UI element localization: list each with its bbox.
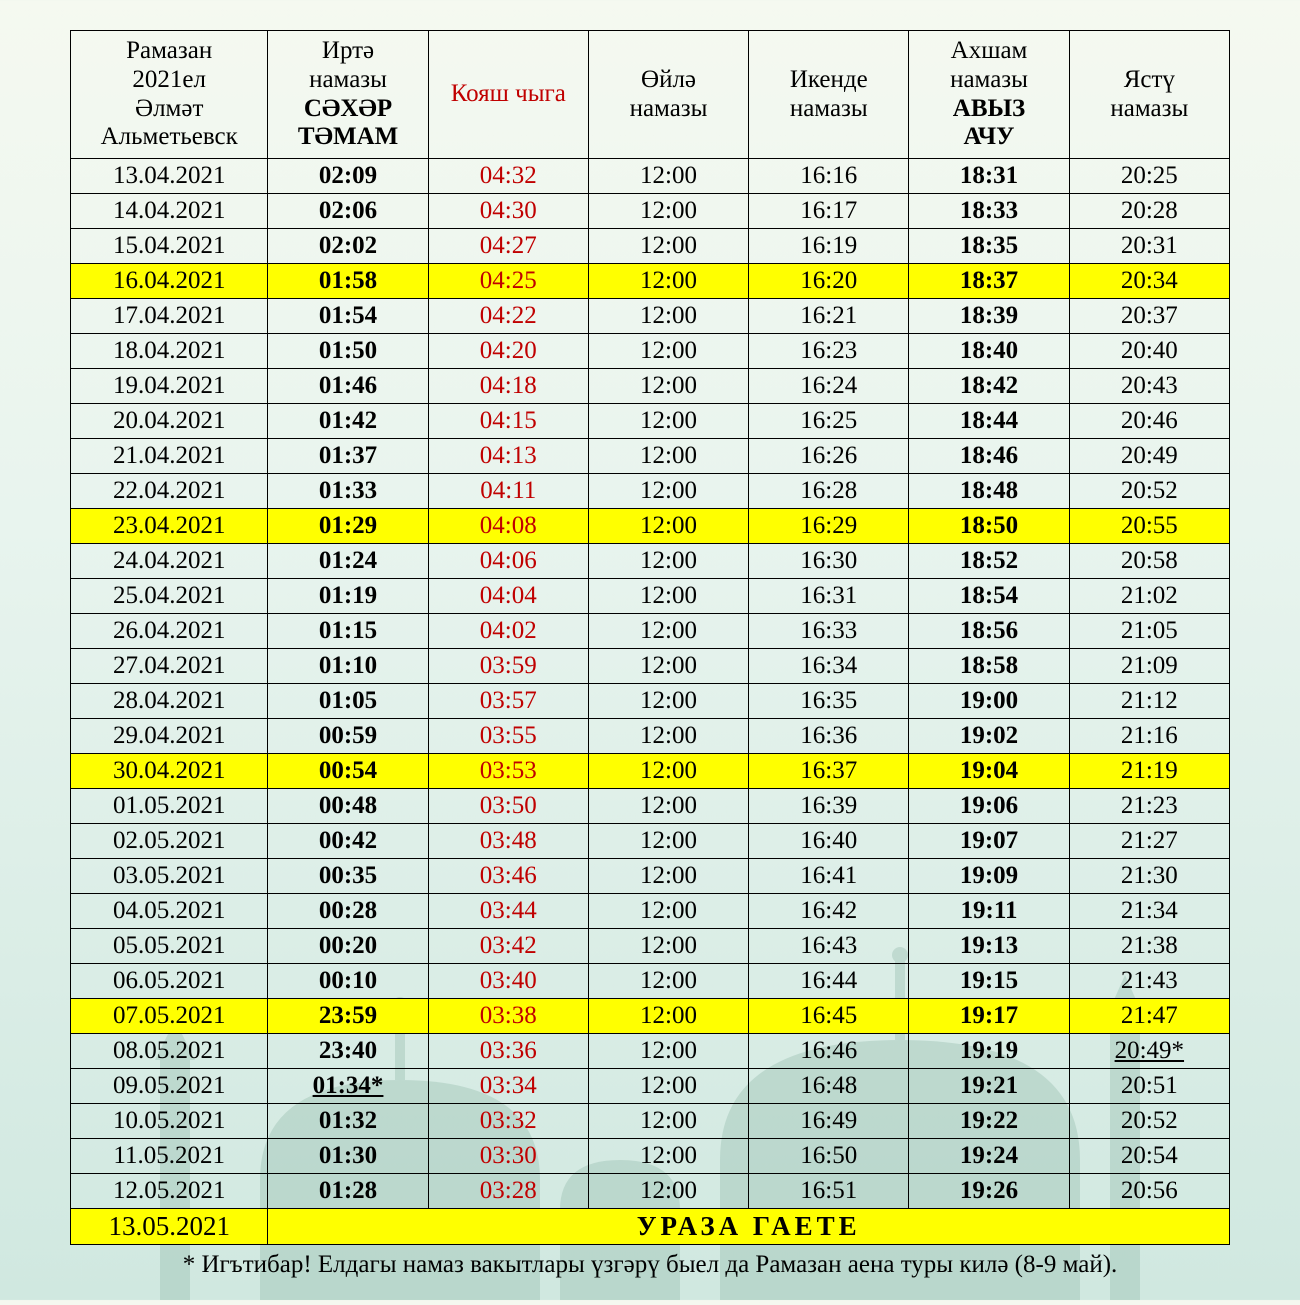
table-row: 11.05.202101:3003:3012:0016:5019:2420:54 [71, 1139, 1230, 1174]
table-row: 01.05.202100:4803:5012:0016:3919:0621:23 [71, 789, 1230, 824]
table-row: 18.04.202101:5004:2012:0016:2318:4020:40 [71, 334, 1230, 369]
table-row: 04.05.202100:2803:4412:0016:4219:1121:34 [71, 894, 1230, 929]
table-row: 19.04.202101:4604:1812:0016:2418:4220:43 [71, 369, 1230, 404]
table-row: 03.05.202100:3503:4612:0016:4119:0921:30 [71, 859, 1230, 894]
table-row: 17.04.202101:5404:2212:0016:2118:3920:37 [71, 299, 1230, 334]
table-row: 22.04.202101:3304:1112:0016:2818:4820:52 [71, 474, 1230, 509]
table-row: 13.04.202102:0904:3212:0016:1618:3120:25 [71, 159, 1230, 194]
table-row: 30.04.202100:5403:5312:0016:3719:0421:19 [71, 754, 1230, 789]
table-row: 10.05.202101:3203:3212:0016:4919:2220:52 [71, 1104, 1230, 1139]
table-row: 05.05.202100:2003:4212:0016:4319:1321:38 [71, 929, 1230, 964]
table-row: 29.04.202100:5903:5512:0016:3619:0221:16 [71, 719, 1230, 754]
table-row: 20.04.202101:4204:1512:0016:2518:4420:46 [71, 404, 1230, 439]
table-row: 25.04.202101:1904:0412:0016:3118:5421:02 [71, 579, 1230, 614]
table-row: 26.04.202101:1504:0212:0016:3318:5621:05 [71, 614, 1230, 649]
table-row: 12.05.202101:2803:2812:0016:5119:2620:56 [71, 1174, 1230, 1209]
prayer-times-table: Рамазан2021елӘлмәтАльметьевскИртәнамазыС… [70, 30, 1230, 1245]
table-row: 02.05.202100:4203:4812:0016:4019:0721:27 [71, 824, 1230, 859]
footer-row: 13.05.2021УРАЗА ГАЕТЕ [71, 1209, 1230, 1245]
table-row: 23.04.202101:2904:0812:0016:2918:5020:55 [71, 509, 1230, 544]
table-row: 14.04.202102:0604:3012:0016:1718:3320:28 [71, 194, 1230, 229]
table-row: 27.04.202101:1003:5912:0016:3418:5821:09 [71, 649, 1230, 684]
table-row: 15.04.202102:0204:2712:0016:1918:3520:31 [71, 229, 1230, 264]
table-row: 28.04.202101:0503:5712:0016:3519:0021:12 [71, 684, 1230, 719]
table-row: 07.05.202123:5903:3812:0016:4519:1721:47 [71, 999, 1230, 1034]
table-row: 16.04.202101:5804:2512:0016:2018:3720:34 [71, 264, 1230, 299]
table-row: 21.04.202101:3704:1312:0016:2618:4620:49 [71, 439, 1230, 474]
table-row: 09.05.202101:34*03:3412:0016:4819:2120:5… [71, 1069, 1230, 1104]
table-header-row: Рамазан2021елӘлмәтАльметьевскИртәнамазыС… [71, 31, 1230, 159]
footnote: * Игътибар! Елдагы намаз вакытлары үзгәр… [70, 1251, 1230, 1279]
table-row: 08.05.202123:4003:3612:0016:4619:1920:49… [71, 1034, 1230, 1069]
table-row: 06.05.202100:1003:4012:0016:4419:1521:43 [71, 964, 1230, 999]
table-row: 24.04.202101:2404:0612:0016:3018:5220:58 [71, 544, 1230, 579]
